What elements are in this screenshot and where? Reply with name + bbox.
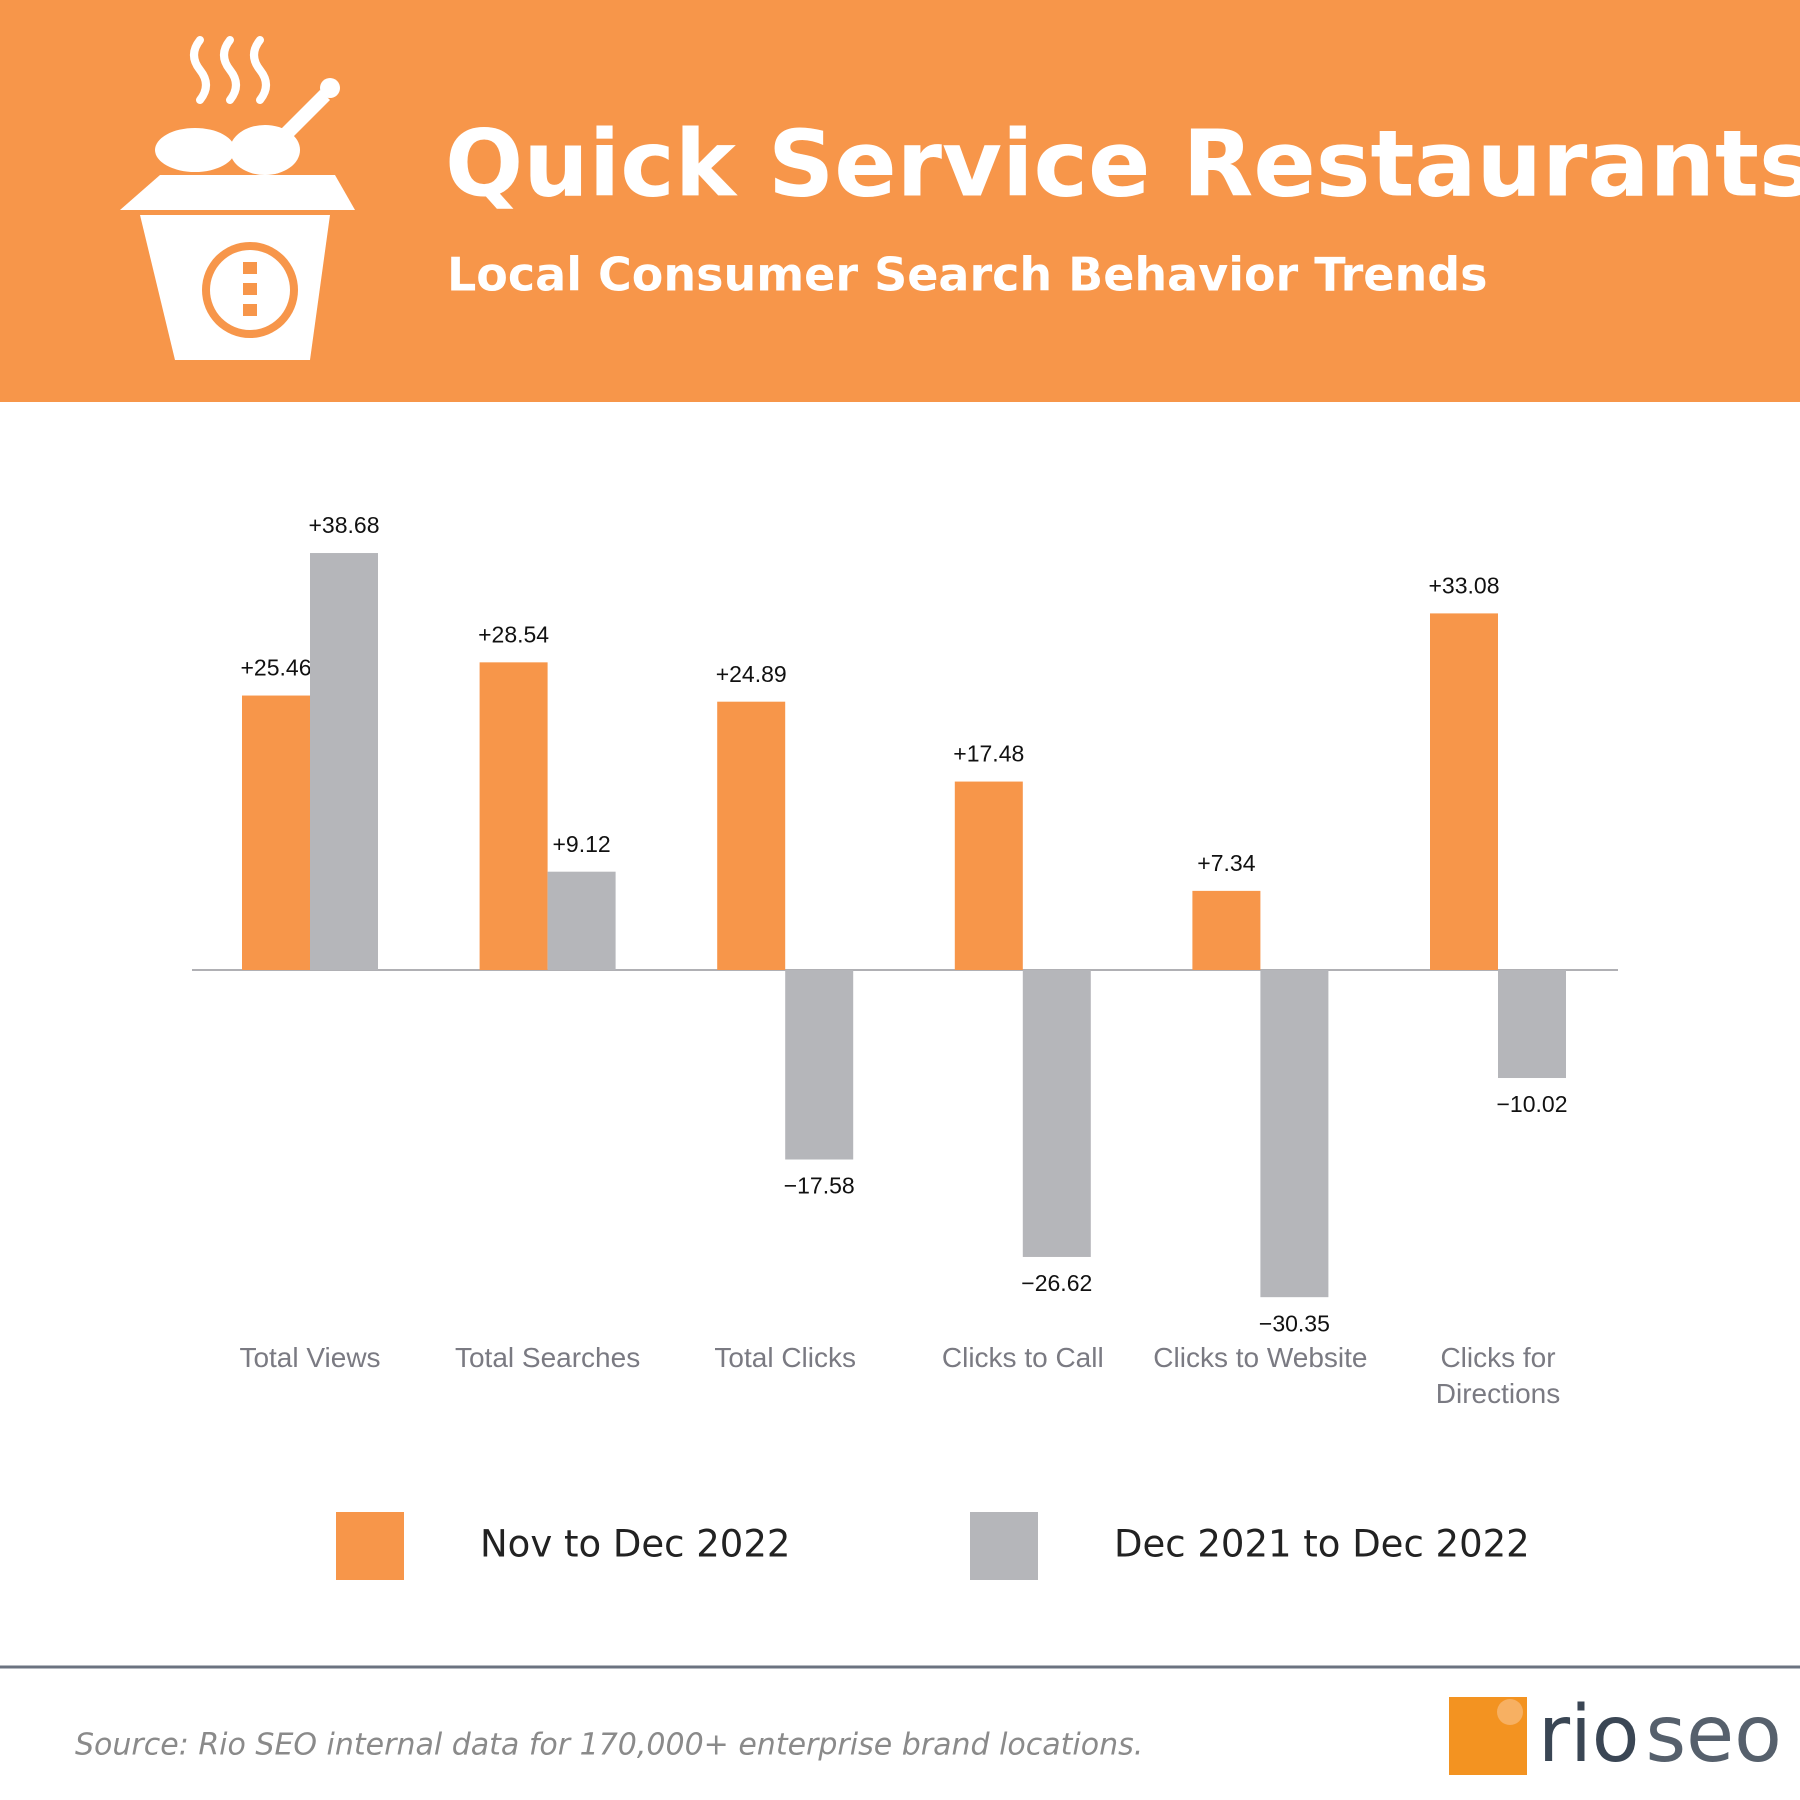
bar	[242, 695, 310, 970]
bar	[785, 970, 854, 1160]
value-label: −30.35	[1259, 1310, 1330, 1336]
logo-secondary: seo	[1645, 1690, 1781, 1780]
logo-text: rioseo	[1538, 1690, 1782, 1780]
legend-label: Nov to Dec 2022	[480, 1523, 790, 1566]
value-label: +33.08	[1429, 572, 1500, 598]
legend-swatch	[336, 1512, 404, 1580]
value-label: +17.48	[953, 741, 1024, 767]
bar	[479, 662, 548, 970]
x-tick-label: Total Views	[239, 1342, 381, 1373]
steam	[190, 36, 270, 104]
value-label: +38.68	[309, 512, 380, 538]
bar	[547, 871, 616, 970]
bar	[1498, 970, 1566, 1079]
bar	[1022, 970, 1091, 1257]
x-tick-label: Clicks to Call	[941, 1342, 1104, 1373]
bar	[1192, 890, 1261, 970]
value-label: −26.62	[1021, 1270, 1092, 1296]
x-tick-label: Total Clicks	[714, 1342, 856, 1373]
subtitle: Local Consumer Search Behavior Trends	[447, 248, 1488, 302]
title: Quick Service Restaurants	[445, 110, 1800, 217]
value-label: +9.12	[552, 831, 610, 857]
x-tick-label: Clicks to Website	[1153, 1342, 1368, 1373]
bar	[717, 701, 786, 970]
value-label: −17.58	[784, 1173, 855, 1199]
value-label: +7.34	[1197, 850, 1255, 876]
logo-primary: rio	[1538, 1690, 1639, 1780]
value-label: +28.54	[478, 621, 549, 647]
value-label: −10.02	[1497, 1091, 1568, 1117]
bar	[1430, 613, 1498, 970]
legend-label: Dec 2021 to Dec 2022	[1114, 1523, 1530, 1566]
bar	[310, 553, 378, 970]
food-icon	[120, 78, 355, 360]
value-label: +24.89	[716, 661, 787, 687]
legend-swatch	[970, 1512, 1038, 1580]
logo-dot	[1497, 1699, 1523, 1725]
x-tick-label: Total Searches	[454, 1342, 641, 1373]
bar	[1260, 970, 1329, 1298]
source: Source: Rio SEO internal data for 170,00…	[75, 1728, 1143, 1763]
value-label: +25.46	[241, 655, 312, 681]
bar	[954, 781, 1023, 970]
x-tick-label: Clicks for Directions	[1435, 1342, 1561, 1409]
